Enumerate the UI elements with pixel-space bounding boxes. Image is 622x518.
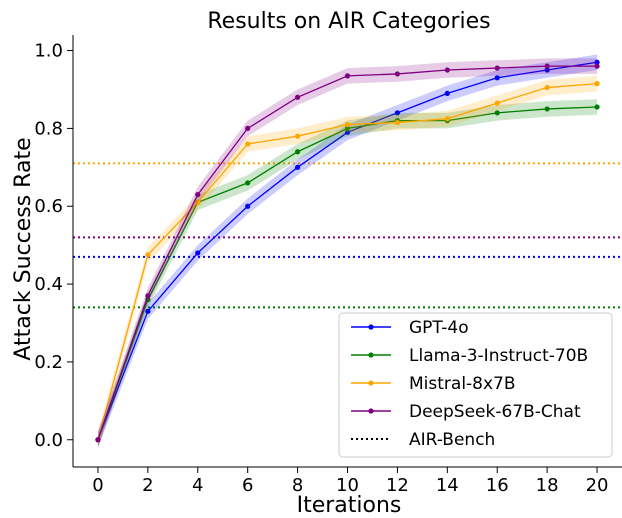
data-point (594, 104, 600, 110)
data-point (394, 110, 401, 116)
data-point (344, 121, 351, 128)
x-axis-label: Iterations (297, 493, 402, 518)
legend-label: Llama-3-Instruct-70B (409, 346, 588, 366)
legend-label: Mistral-8x7B (409, 374, 516, 394)
data-point (344, 129, 351, 135)
data-point (494, 100, 500, 106)
x-tick-label: 10 (336, 475, 359, 496)
chart-title: Results on AIR Categories (207, 9, 490, 34)
y-tick-label: 0.0 (34, 430, 63, 451)
data-point (145, 308, 151, 314)
x-tick-label: 8 (292, 475, 303, 496)
legend-label: DeepSeek-67B-Chat (409, 402, 581, 422)
data-point (394, 119, 401, 126)
data-point (544, 67, 550, 73)
data-point (594, 63, 600, 69)
legend-box (338, 312, 613, 458)
legend-marker (368, 324, 374, 330)
x-tick-label: 2 (142, 475, 153, 496)
legend-label: AIR-Bench (409, 430, 495, 450)
legend-marker (368, 408, 374, 414)
x-tick-label: 6 (242, 475, 253, 496)
data-point (344, 73, 351, 79)
data-point (245, 141, 251, 147)
data-point (544, 106, 550, 112)
data-point (294, 149, 301, 155)
x-tick-label: 0 (92, 475, 103, 496)
y-tick-label: 0.4 (34, 274, 63, 295)
data-point (145, 293, 151, 299)
x-tick-label: 12 (386, 475, 409, 496)
y-axis-label: Attack Success Rate (11, 137, 36, 360)
series-band-1 (97, 99, 598, 448)
legend-marker (368, 352, 374, 358)
y-tick-label: 0.2 (34, 352, 63, 373)
data-point (494, 110, 500, 116)
data-point (195, 191, 201, 198)
legend-label: GPT-4o (409, 318, 469, 338)
data-point (444, 90, 450, 96)
data-point (95, 437, 101, 443)
plot-area: 0 2 4 6 8 10 12 14 16 18 20 0.0 0.2 0.4 0.6 0.8 1.0 (34, 35, 622, 496)
data-point (294, 133, 301, 139)
legend: GPT-4o Llama-3-Instruct-70B Mistral-8x7B De… (338, 312, 613, 458)
data-point (195, 199, 201, 205)
data-point (245, 125, 251, 132)
data-point (544, 63, 550, 69)
data-point (245, 180, 251, 186)
y-tick-label: 0.6 (34, 196, 63, 217)
x-tick-label: 16 (486, 475, 509, 496)
data-point (394, 71, 401, 77)
data-point (444, 67, 450, 73)
y-tick-label: 0.8 (34, 118, 63, 139)
x-tick-label: 18 (536, 475, 559, 496)
data-point (494, 75, 500, 81)
data-point (594, 59, 600, 65)
data-point (344, 125, 351, 132)
y-tick-label: 1.0 (34, 41, 63, 62)
data-point (294, 94, 301, 100)
data-point (195, 250, 201, 256)
x-tick-label: 20 (586, 475, 609, 496)
legend-marker (368, 380, 374, 386)
series-band-3 (97, 58, 598, 448)
data-point (294, 164, 301, 170)
data-point (594, 81, 600, 87)
data-point (245, 203, 251, 209)
data-point (145, 252, 151, 258)
x-tick-label: 14 (436, 475, 459, 496)
x-tick-label: 4 (192, 475, 203, 496)
data-point (444, 116, 450, 122)
data-point (544, 84, 550, 91)
data-point (494, 65, 500, 71)
series-band-2 (97, 75, 598, 448)
